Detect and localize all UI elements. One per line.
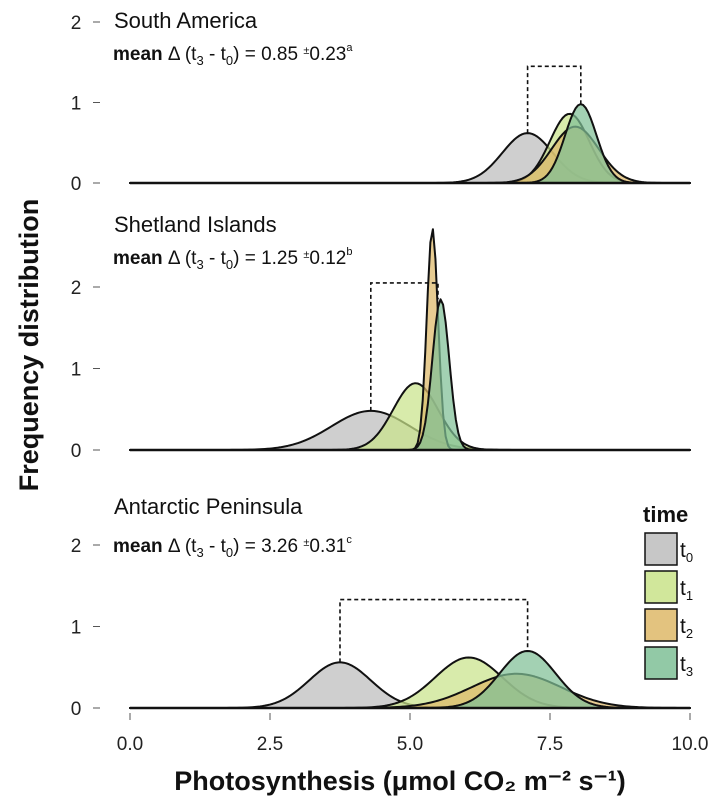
legend-swatch-t0 bbox=[644, 532, 678, 566]
y-tick-label: 0 bbox=[71, 174, 82, 195]
legend-label-t1: t1 bbox=[680, 577, 693, 603]
legend-label-t3: t3 bbox=[680, 653, 693, 679]
legend-swatch-t1 bbox=[644, 570, 678, 604]
density-curve-t3 bbox=[129, 103, 691, 184]
delta-bracket bbox=[370, 282, 439, 411]
y-tick-label: 1 bbox=[71, 618, 82, 639]
panel: Antarctic Peninsula mean Δ (t3 - t0) = 3.… bbox=[71, 494, 691, 720]
delta-bracket bbox=[339, 598, 529, 663]
mean-delta-label: mean Δ (t3 - t0) = 0.85 ±0.23a bbox=[113, 42, 353, 68]
density-curve-t1 bbox=[129, 382, 691, 451]
x-tick-label: 7.5 bbox=[537, 734, 563, 755]
x-tick-label: 0.0 bbox=[117, 734, 143, 755]
panel-title: Shetland Islands bbox=[114, 212, 277, 237]
y-tick-label: 0 bbox=[71, 699, 82, 720]
x-tick-label: 10.0 bbox=[672, 734, 709, 755]
x-axis: 0.0 2.5 5.0 7.5 10.0 bbox=[117, 713, 709, 755]
y-tick-label: 0 bbox=[71, 441, 82, 462]
x-axis-title: Photosynthesis (μmol CO₂ m⁻² s⁻¹) bbox=[174, 766, 626, 796]
y-tick-label: 2 bbox=[71, 536, 82, 557]
delta-bracket bbox=[526, 65, 582, 134]
density-curve-t1 bbox=[129, 656, 691, 709]
y-tick-label: 1 bbox=[71, 360, 82, 381]
panel-title: South America bbox=[114, 8, 258, 33]
mean-delta-label: mean Δ (t3 - t0) = 1.25 ±0.12b bbox=[113, 246, 353, 272]
legend-title: time bbox=[643, 502, 688, 527]
mean-delta-label: mean Δ (t3 - t0) = 3.26 ±0.31c bbox=[113, 534, 352, 560]
y-tick-label: 1 bbox=[71, 94, 82, 115]
x-tick-label: 5.0 bbox=[397, 734, 423, 755]
legend: time t0 t1 t2 t3 bbox=[643, 502, 693, 680]
legend-swatch-t2 bbox=[644, 608, 678, 642]
panel-title: Antarctic Peninsula bbox=[114, 494, 303, 519]
legend-swatch-t3 bbox=[644, 646, 678, 680]
panels-layer: South America mean Δ (t3 - t0) = 0.85 ±0.… bbox=[71, 8, 691, 720]
legend-label-t0: t0 bbox=[680, 539, 693, 565]
x-tick-label: 2.5 bbox=[257, 734, 283, 755]
y-tick-label: 2 bbox=[71, 278, 82, 299]
y-tick-label: 2 bbox=[71, 13, 82, 34]
legend-label-t2: t2 bbox=[680, 615, 693, 641]
panel: South America mean Δ (t3 - t0) = 0.85 ±0.… bbox=[71, 8, 691, 195]
y-axis-title: Frequency distribution bbox=[14, 199, 44, 492]
panel: Shetland Islands mean Δ (t3 - t0) = 1.25 … bbox=[71, 212, 691, 462]
